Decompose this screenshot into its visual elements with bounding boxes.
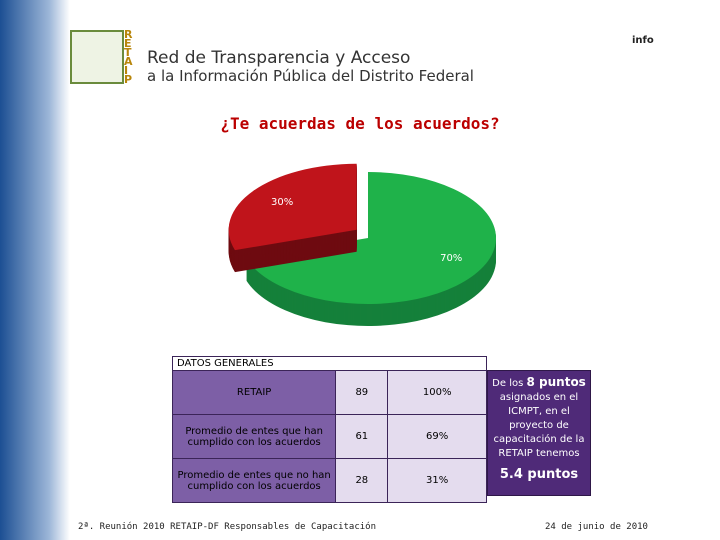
table-cell: RETAIP [171, 370, 337, 415]
slice [246, 172, 497, 305]
side-decoration [0, 0, 70, 540]
table-row: RETAIP 89 100% [171, 370, 487, 415]
logo-letter: I [124, 64, 129, 77]
logo-letter: R [124, 28, 133, 41]
table-row: Promedio de entes que no han cumplido co… [171, 458, 487, 503]
table-row: Promedio de entes que han cumplido con l… [171, 414, 487, 459]
table-cell: 31% [387, 458, 487, 503]
table-cell: 28 [335, 458, 389, 503]
table-title: DATOS GENERALES [172, 356, 487, 370]
table-cell: 100% [387, 370, 487, 415]
slice [228, 163, 357, 251]
note-lead: De los [492, 378, 527, 389]
note-result: 5.4 puntos [499, 467, 579, 482]
footer-left: 2ª. Reunión 2010 RETAIP-DF Responsables … [78, 522, 377, 532]
chart-title: ¿Te acuerdas de los acuerdos? [220, 114, 500, 133]
table-cell: Promedio de entes que han cumplido con l… [171, 414, 337, 459]
header-line2: a la Información Pública del Distrito Fe… [147, 67, 474, 85]
logo [70, 30, 124, 84]
table-cell: 61 [335, 414, 389, 459]
slice-label: 70% [440, 253, 462, 264]
logo-letter: T [124, 46, 132, 59]
slice-label: 30% [271, 197, 293, 208]
note-box: De los 8 puntos asignados en el ICMPT, e… [487, 370, 591, 496]
logo-letter: A [124, 55, 133, 68]
table-cell: Promedio de entes que no han cumplido co… [171, 458, 337, 503]
table-cell: 69% [387, 414, 487, 459]
note-body: asignados en el ICMPT, en el proyecto de… [493, 392, 585, 459]
pie-chart: 70% 30% [228, 163, 497, 326]
table-cell: 89 [335, 370, 389, 415]
header-line1: Red de Transparencia y Acceso [147, 48, 411, 68]
note-highlight: 8 puntos [526, 375, 586, 389]
logo-letter: P [124, 73, 133, 86]
badge: info [632, 35, 654, 46]
table: RETAIP 89 100% Promedio de entes que han cu… [171, 370, 487, 503]
logo-letter: E [124, 37, 132, 50]
data-table: DATOS GENERALES RETAIP 89 100% Promedio de … [171, 356, 487, 503]
footer-right: 24 de junio de 2010 [545, 522, 648, 532]
